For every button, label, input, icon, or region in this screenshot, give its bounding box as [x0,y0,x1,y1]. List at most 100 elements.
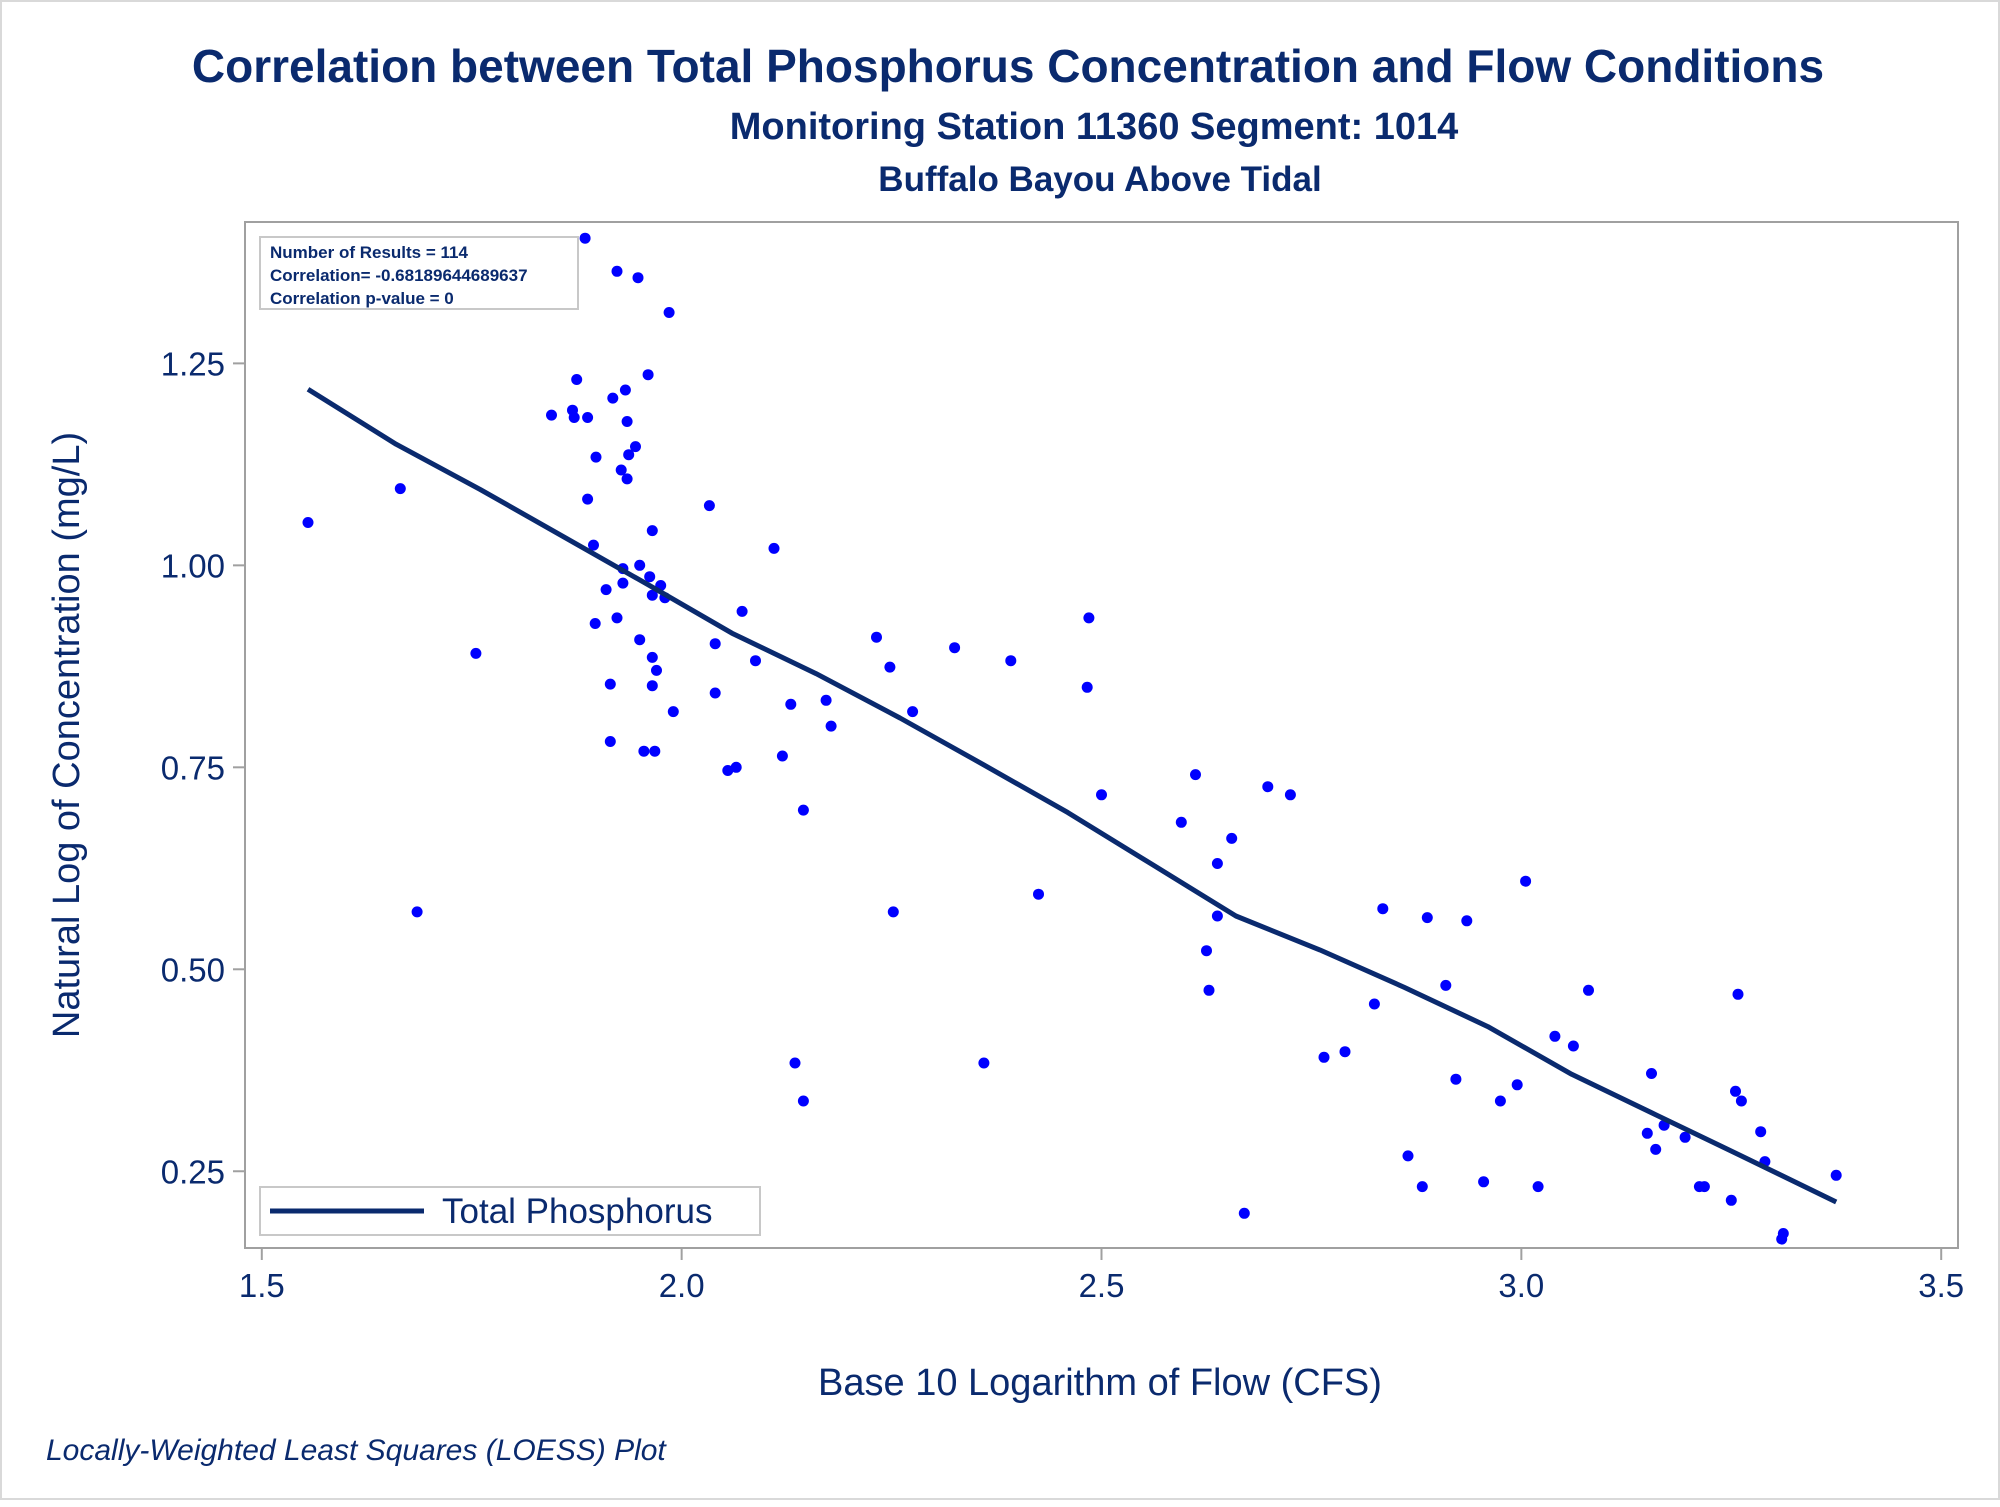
data-point [1532,1181,1544,1193]
data-point [1339,1046,1351,1058]
data-point [621,473,633,485]
chart-subtitle-2: Buffalo Bayou Above Tidal [878,160,1321,199]
data-point [1494,1095,1506,1107]
data-point [582,412,594,423]
data-point [589,618,601,629]
data-point [736,605,748,617]
data-point [411,906,423,918]
data-point [1650,1143,1662,1155]
y-axis: 0.25 0.50 0.75 1.00 1.25 [161,345,245,1190]
data-point [617,577,629,589]
data-point [825,720,837,732]
stats-p-value: Correlation p-value = 0 [270,289,454,308]
x-tick-label: 3.0 [1498,1267,1544,1304]
legend-label: Total Phosphorus [442,1192,712,1231]
footnote: Locally-Weighted Least Squares (LOESS) P… [46,1434,667,1467]
data-point [1033,888,1044,900]
data-point [768,542,780,554]
data-point [785,698,797,710]
data-point [667,706,679,718]
data-point [1755,1126,1767,1138]
data-point [644,571,656,583]
data-point [646,589,658,601]
plot-area-border [244,221,1959,1249]
data-point [1450,1073,1462,1085]
stats-correlation: Correlation= -0.68189644689637 [270,266,528,285]
data-point [646,680,658,692]
data-point [619,384,631,396]
data-point [600,584,612,596]
data-point [730,761,742,773]
chart-subtitle: Monitoring Station 11360 Segment: 1014 [730,106,1459,148]
data-point [642,369,654,381]
data-point [797,804,809,816]
data-point [615,464,627,476]
data-point [907,706,919,718]
data-point [568,412,580,423]
data-point [1730,1085,1741,1097]
data-point [1520,875,1532,887]
data-point [546,409,557,421]
data-point [1416,1181,1428,1193]
chart-title: Correlation between Total Phosphorus Con… [192,40,1824,92]
data-point [1440,979,1452,991]
y-axis-label: Natural Log of Concentration (mg/L) [46,432,88,1038]
data-point [1284,789,1296,801]
data-point [646,525,658,537]
data-point [611,612,623,624]
data-point [1377,903,1389,915]
data-point [1732,988,1744,1000]
data-point [1461,915,1473,927]
data-point [1698,1181,1710,1193]
data-point [1735,1095,1747,1107]
data-point [789,1057,801,1069]
data-point [776,750,788,762]
data-point [646,651,658,663]
x-tick-label: 3.5 [1918,1267,1964,1304]
data-points [302,232,1842,1245]
data-point [1478,1176,1490,1188]
data-point [871,631,882,643]
data-point [634,634,646,646]
data-point [1402,1150,1414,1162]
data-point [750,655,761,667]
data-point [302,517,314,528]
data-point [797,1095,809,1107]
data-point [1567,1040,1579,1052]
data-point [1238,1207,1250,1219]
data-point [394,483,406,495]
y-tick-label: 0.75 [161,749,225,786]
data-point [623,449,635,461]
data-point [709,638,721,650]
data-point [582,493,594,505]
data-point [571,374,583,385]
series-line-total-phosphorus [306,387,1838,1205]
data-point [1190,769,1201,781]
data-point [1511,1079,1523,1091]
data-point [1005,655,1017,667]
data-point [820,694,832,706]
data-point [634,559,646,571]
stats-inset-box [259,236,579,310]
data-point [621,416,633,427]
data-point [604,678,616,690]
data-point [709,687,721,699]
data-point [649,745,661,757]
data-point [703,500,715,512]
data-point [651,664,662,676]
data-point [949,642,961,654]
data-point [470,647,482,659]
data-point [590,451,602,463]
x-tick-label: 2.5 [1079,1267,1125,1304]
stats-count: Number of Results = 114 [270,243,468,262]
y-tick-label: 1.00 [161,547,225,584]
data-point [630,441,641,453]
data-point [663,307,675,318]
y-tick-label: 0.25 [161,1153,225,1190]
data-point [1368,998,1380,1010]
x-axis-label: Base 10 Logarithm of Flow (CFS) [818,1362,1382,1404]
x-axis: 1.5 2.0 2.5 3.0 3.5 [239,1248,1964,1304]
data-point [1421,912,1433,924]
